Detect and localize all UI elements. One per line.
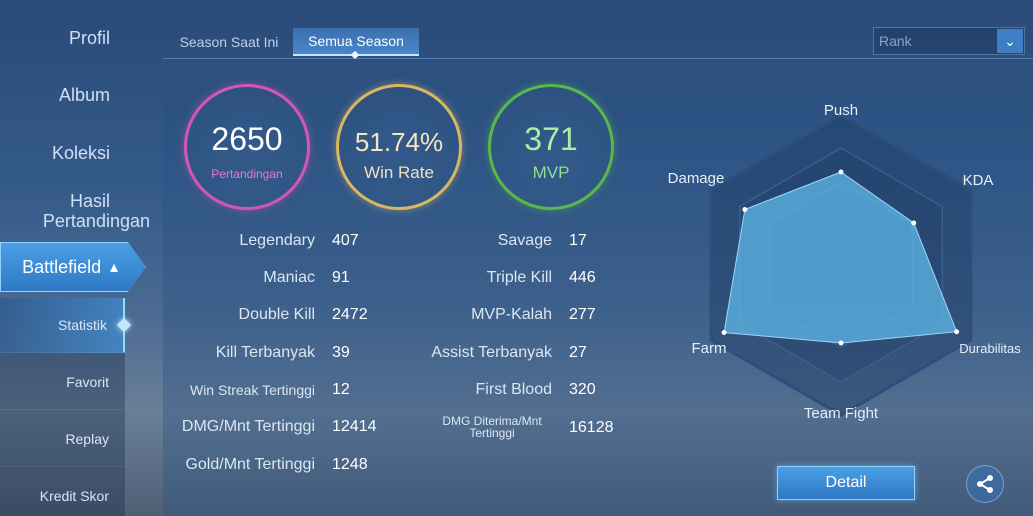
mvp-label: MVP	[532, 163, 570, 182]
stat-value-assist-terbanyak: 27	[569, 344, 587, 361]
sidebar-subitem-replay[interactable]: Replay	[0, 412, 125, 467]
sidebar-item-battlefield[interactable]: Battlefield ▲	[0, 242, 146, 292]
win-rate-label: Win Rate	[364, 163, 434, 182]
stat-label-dmg-diterima: DMG Diterima/Mnt Tertinggi	[432, 415, 552, 439]
sidebar-item-label: Pertandingan	[42, 211, 150, 231]
share-button[interactable]	[966, 465, 1004, 503]
radar-point-durabilitas	[954, 329, 960, 335]
stat-label-maniac: Maniac	[263, 269, 315, 286]
chevron-down-icon[interactable]: ⌄	[997, 29, 1023, 53]
stat-label-first-blood: First Blood	[475, 381, 552, 398]
detail-button[interactable]: Detail	[777, 466, 915, 500]
dropdown-selected-value: Rank	[879, 33, 912, 49]
sidebar-submenu: Statistik Favorit Replay Kredit Skor	[0, 298, 132, 516]
radar-point-farm	[721, 330, 727, 335]
stat-value-first-blood: 320	[569, 381, 596, 398]
tab-season-saat-ini[interactable]: Season Saat Ini	[168, 28, 290, 56]
stat-value-maniac: 91	[332, 269, 350, 286]
active-indicator-icon	[116, 317, 132, 333]
matches-label: Pertandingan	[211, 167, 283, 181]
stat-value-kill-terbanyak: 39	[332, 344, 350, 361]
stat-value-savage: 17	[569, 232, 587, 249]
stat-label-dmg-mnt: DMG/Mnt Tertinggi	[181, 418, 315, 435]
stat-label-kill-terbanyak: Kill Terbanyak	[215, 344, 315, 361]
matches-value: 2650	[211, 121, 283, 157]
sidebar-subitem-label: Statistik	[57, 317, 107, 333]
sidebar-subitem-favorit[interactable]: Favorit	[0, 355, 125, 410]
sidebar-item-album[interactable]: Album	[59, 85, 110, 105]
stat-value-double-kill: 2472	[332, 306, 368, 323]
stat-value-legendary: 407	[332, 232, 359, 249]
stat-label-mvp-kalah: MVP-Kalah	[471, 306, 552, 323]
stat-label-savage: Savage	[497, 232, 552, 249]
tab-label: Season Saat Ini	[179, 34, 279, 50]
mvp-circle: 371 MVP	[488, 84, 614, 210]
tab-semua-season[interactable]: Semua Season	[293, 28, 419, 60]
sidebar-item-profil[interactable]: Profil	[69, 28, 110, 48]
share-icon	[977, 475, 993, 493]
win-rate-circle: 51.74% Win Rate	[336, 84, 462, 210]
stat-label-line: DMG Diterima/Mnt	[442, 414, 542, 428]
sidebar-subitem-label: Kredit Skor	[39, 488, 109, 504]
win-rate-value: 51.74%	[354, 127, 444, 157]
sidebar-item-label: Profil	[68, 28, 110, 48]
tab-label: Semua Season	[308, 33, 404, 49]
matches-circle: 2650 Pertandingan	[184, 84, 310, 210]
chevron-up-icon: ▲	[107, 259, 121, 275]
sidebar-item-label: Album	[58, 85, 110, 105]
radar-label-push: Push	[824, 102, 858, 119]
sidebar-item-label: Battlefield	[22, 256, 102, 277]
stat-label-triple-kill: Triple Kill	[486, 269, 552, 286]
sidebar-subitem-label: Replay	[65, 431, 109, 447]
sidebar: Profil Album Koleksi Hasil Pertandingan …	[0, 0, 150, 516]
stat-value-dmg-diterima: 16128	[569, 419, 614, 436]
stat-label-double-kill: Double Kill	[238, 306, 315, 323]
sidebar-subitem-label: Favorit	[66, 374, 109, 390]
stat-label-assist-terbanyak: Assist Terbanyak	[431, 344, 552, 361]
radar-point-push	[838, 169, 844, 175]
stat-value-dmg-mnt: 12414	[332, 418, 377, 435]
radar-point-kda	[911, 220, 917, 226]
sidebar-subitem-statistik[interactable]: Statistik	[0, 298, 132, 353]
detail-button-label: Detail	[825, 474, 867, 491]
sidebar-item-label: Hasil	[69, 191, 110, 211]
sidebar-item-label: Koleksi	[51, 143, 110, 163]
radar-label-team-fight: Team Fight	[804, 405, 879, 422]
radar-points	[721, 169, 960, 346]
sidebar-item-hasil-pertandingan[interactable]: Hasil Pertandingan	[0, 191, 150, 231]
stat-value-gold-mnt: 1248	[332, 456, 368, 473]
stat-value-triple-kill: 446	[569, 269, 596, 286]
radar-label-kda: KDA	[963, 172, 994, 189]
mode-filter-dropdown[interactable]: Rank ⌄	[873, 27, 1025, 55]
sidebar-subitem-kredit-skor[interactable]: Kredit Skor	[0, 469, 125, 516]
radar-point-damage	[742, 207, 748, 212]
radar-point-team-fight	[838, 340, 844, 346]
stat-value-win-streak: 12	[332, 381, 350, 398]
stat-value-mvp-kalah: 277	[569, 306, 596, 323]
radar-label-farm: Farm	[692, 340, 727, 357]
sidebar-item-koleksi[interactable]: Koleksi	[52, 143, 110, 163]
radar-label-durabilitas: Durabilitas	[959, 341, 1021, 356]
radar-chart: Push KDA Durabilitas Team Fight Farm Dam…	[668, 102, 1022, 422]
stat-label-win-streak: Win Streak Tertinggi	[189, 382, 315, 398]
stat-label-legendary: Legendary	[239, 232, 315, 249]
radar-label-damage: Damage	[668, 170, 725, 187]
stat-label-gold-mnt: Gold/Mnt Tertinggi	[185, 456, 315, 473]
stat-label-line: Tertinggi	[469, 426, 515, 440]
mvp-value: 371	[524, 121, 578, 157]
